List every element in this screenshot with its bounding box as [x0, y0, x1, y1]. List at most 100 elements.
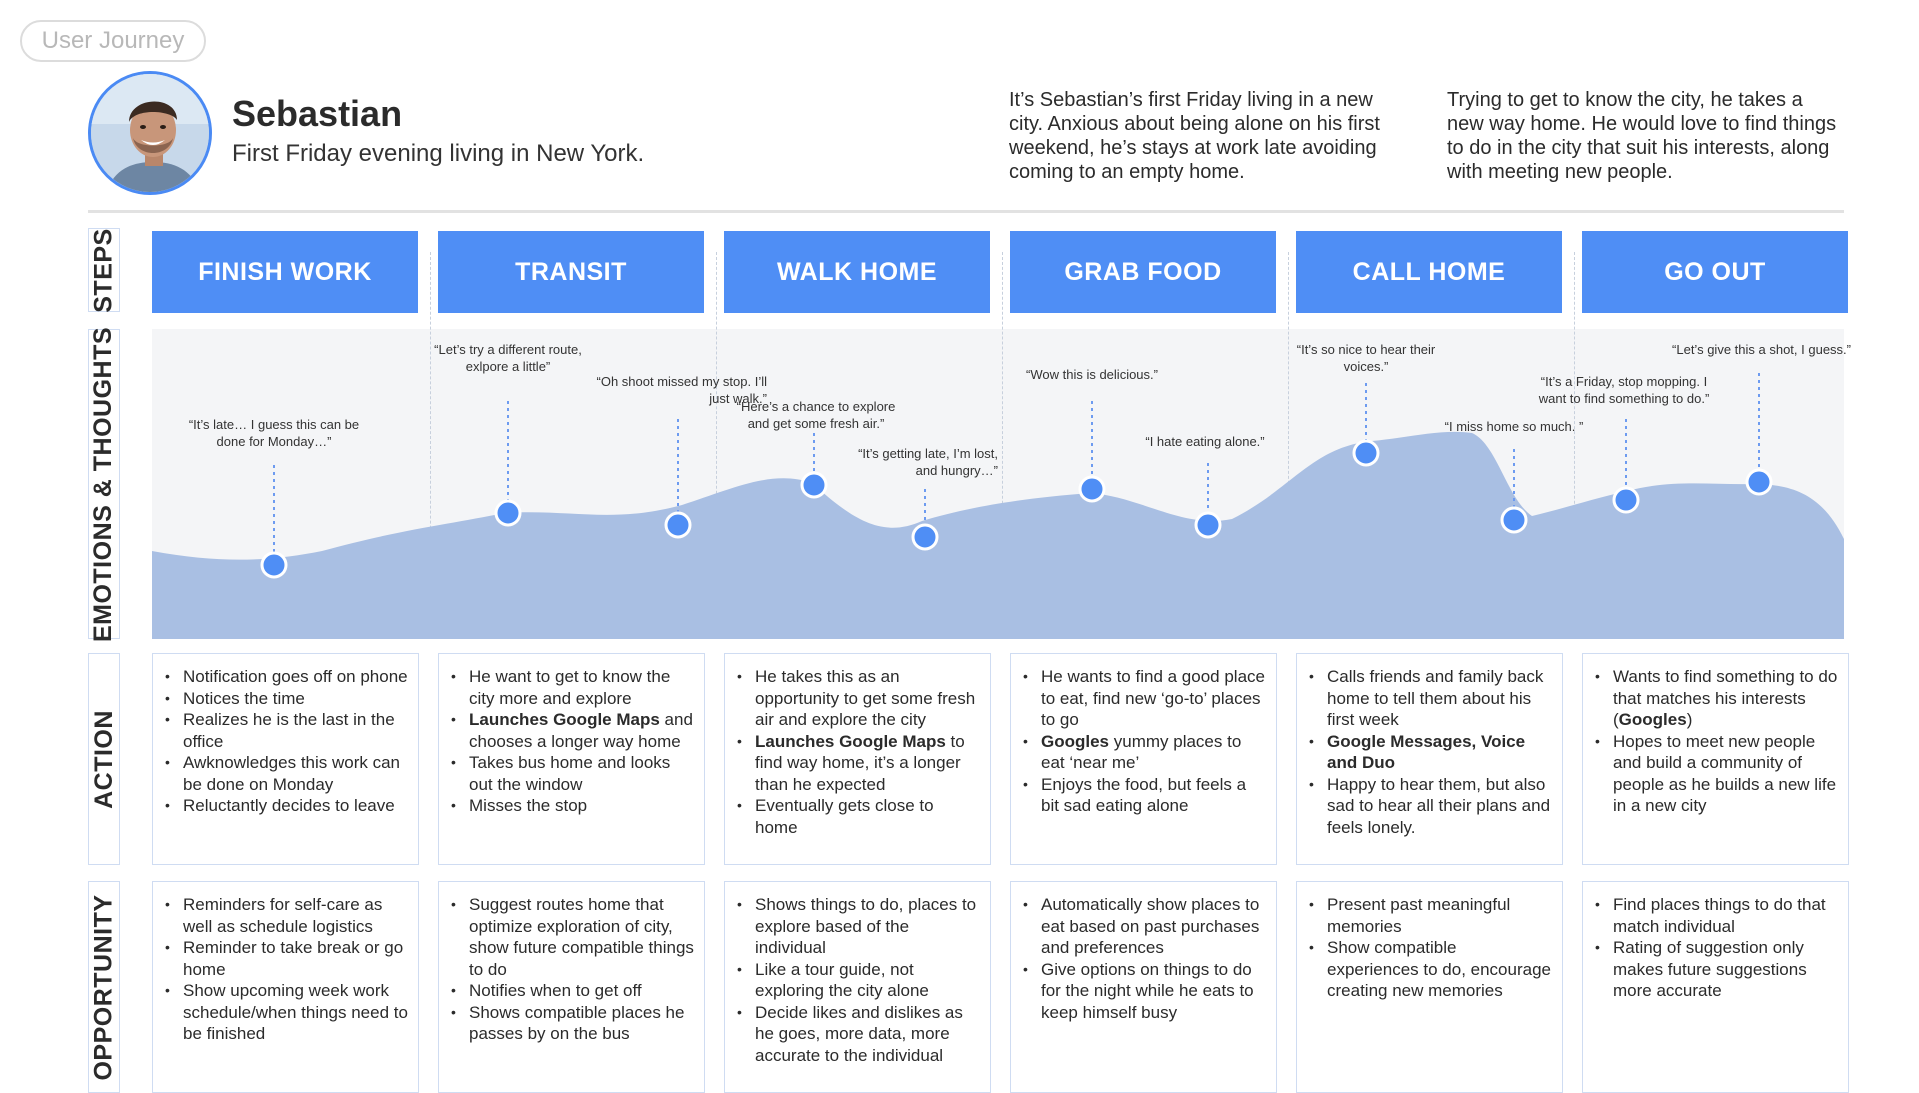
bullet-item: Notices the time: [165, 688, 408, 710]
action-card: He want to get to know the city more and…: [438, 653, 705, 865]
bullet-item: Launches Google Maps to find way home, i…: [737, 731, 980, 796]
row-label-action: ACTION: [88, 653, 120, 865]
quote-line: “It’s getting late, I’m lost,: [858, 446, 998, 461]
quote-line: “I miss home so much. ”: [1444, 419, 1584, 434]
thought-quote: “It’s so nice to hear their voices.”: [1297, 341, 1436, 375]
thought-quote: “I hate eating alone.”: [1145, 433, 1264, 450]
intro-line: Trying to get to know the city, he takes…: [1447, 89, 1803, 111]
bullet-item: Enjoys the food, but feels a bit sad eat…: [1023, 774, 1266, 817]
step-go-out: GO OUT: [1582, 231, 1848, 313]
column-separator: [1002, 252, 1003, 638]
opportunity-card: Suggest routes home that optimize explor…: [438, 881, 705, 1093]
action-card: Notification goes off on phoneNotices th…: [152, 653, 419, 865]
column-separator: [430, 252, 431, 638]
quote-line: “It’s a Friday, stop mopping. I: [1540, 374, 1708, 389]
bullet-item: Reminders for self-care as well as sched…: [165, 894, 408, 937]
opportunity-card: Reminders for self-care as well as sched…: [152, 881, 419, 1093]
intro-line: coming to an empty home.: [1009, 161, 1245, 183]
intro-goals: Trying to get to know the city, he takes…: [1447, 88, 1836, 184]
step-transit: TRANSIT: [438, 231, 704, 313]
quote-line: want to find something to do.”: [1538, 391, 1710, 406]
thought-quote: “It’s getting late, I’m lost, and hungry…: [858, 445, 998, 479]
quote-line: “Oh shoot missed my stop. I’ll: [596, 374, 768, 389]
column-separator: [716, 252, 717, 638]
quote-line: done for Monday…”: [216, 434, 332, 449]
bullet-item: Shows things to do, places to explore ba…: [737, 894, 980, 959]
persona-photo: [91, 74, 209, 192]
bullet-item: Rating of suggestion only makes future s…: [1595, 937, 1838, 1002]
bullet-item: Find places things to do that match indi…: [1595, 894, 1838, 937]
row-label-text: STEPS: [89, 227, 118, 313]
bullet-item: He wants to find a good place to eat, fi…: [1023, 666, 1266, 731]
intro-line: It’s Sebastian’s first Friday living in …: [1009, 89, 1373, 111]
step-finish-work: FINISH WORK: [152, 231, 418, 313]
quote-line: “Here’s a chance to explore: [736, 399, 896, 414]
quote-line: “It’s late… I guess this can be: [188, 417, 360, 432]
quote-line: and get some fresh air.”: [747, 416, 885, 431]
action-card: He takes this as an opportunity to get s…: [724, 653, 991, 865]
quote-line: “Let’s try a different route,: [434, 342, 582, 357]
intro-line: with meeting new people.: [1447, 161, 1673, 183]
header-divider: [88, 210, 1844, 213]
quote-line: “It’s so nice to hear their: [1296, 342, 1436, 357]
bullet-item: Like a tour guide, not exploring the cit…: [737, 959, 980, 1002]
thought-marker: [260, 465, 288, 579]
bullet-item: Shows compatible places he passes by on …: [451, 1002, 694, 1045]
quote-line: exlpore a little”: [465, 359, 551, 374]
opportunity-card: Present past meaningful memoriesShow com…: [1296, 881, 1563, 1093]
quote-line: and hungry…”: [915, 463, 998, 478]
bullet-item: Calls friends and family back home to te…: [1309, 666, 1552, 731]
step-call-home: CALL HOME: [1296, 231, 1562, 313]
bullet-item: Automatically show places to eat based o…: [1023, 894, 1266, 959]
intro-line: to do in the city that suit his interest…: [1447, 137, 1830, 159]
row-label-steps: STEPS: [88, 228, 120, 312]
bullet-item: Hopes to meet new people and build a com…: [1595, 731, 1838, 817]
bullet-item: Realizes he is the last in the office: [165, 709, 408, 752]
thought-marker: [1745, 373, 1773, 496]
thought-marker: [1352, 383, 1380, 467]
thought-marker: [1078, 401, 1106, 503]
persona-name: Sebastian: [232, 93, 403, 134]
bullet-item: Give options on things to do for the nig…: [1023, 959, 1266, 1024]
thought-quote: “It’s a Friday, stop mopping. I want to …: [1539, 373, 1710, 407]
intro-line: city. Anxious about being alone on his f…: [1009, 113, 1380, 135]
bullet-item: He want to get to know the city more and…: [451, 666, 694, 709]
intro-context: It’s Sebastian’s first Friday living in …: [1009, 88, 1380, 184]
step-grab-food: GRAB FOOD: [1010, 231, 1276, 313]
quote-line: “Let’s give this a shot, I guess.”: [1672, 342, 1851, 357]
bullet-item: Takes bus home and looks out the window: [451, 752, 694, 795]
bullet-item: Notifies when to get off: [451, 980, 694, 1002]
thought-quote: “Let’s give this a shot, I guess.”: [1672, 341, 1851, 358]
action-card: He wants to find a good place to eat, fi…: [1010, 653, 1277, 865]
bullet-item: Misses the stop: [451, 795, 694, 817]
bullet-item: Notification goes off on phone: [165, 666, 408, 688]
bullet-item: Google Messages, Voice and Duo: [1309, 731, 1552, 774]
avatar: [88, 71, 212, 195]
bullet-item: Show upcoming week work schedule/when th…: [165, 980, 408, 1045]
row-label-text: OPPORTUNITY: [89, 893, 118, 1081]
thought-marker: [1500, 449, 1528, 534]
quote-line: “I hate eating alone.”: [1145, 434, 1265, 449]
thought-quote: “Here’s a chance to explore and get some…: [737, 398, 896, 432]
row-label-opportunity: OPPORTUNITY: [88, 881, 120, 1093]
thought-marker: [1194, 463, 1222, 539]
opportunity-card: Shows things to do, places to explore ba…: [724, 881, 991, 1093]
thought-marker: [800, 433, 828, 499]
row-label-text: EMOTIONS & THOUGHTS: [89, 326, 118, 642]
thought-marker: [1612, 419, 1640, 514]
bullet-item: Present past meaningful memories: [1309, 894, 1552, 937]
thought-quote: “Oh shoot missed my stop. I’ll just walk…: [597, 373, 768, 407]
emotion-area: [152, 431, 1844, 639]
thought-marker: [494, 401, 522, 527]
bullet-item: Googles yummy places to eat ‘near me’: [1023, 731, 1266, 774]
opportunity-card: Automatically show places to eat based o…: [1010, 881, 1277, 1093]
bullet-item: Show compatible experiences to do, encou…: [1309, 937, 1552, 1002]
bullet-item: He takes this as an opportunity to get s…: [737, 666, 980, 731]
bullet-item: Decide likes and dislikes as he goes, mo…: [737, 1002, 980, 1067]
thought-quote: “Wow this is delicious.”: [1026, 366, 1158, 383]
quote-line: just walk.”: [709, 391, 767, 406]
bullet-item: Launches Google Maps and chooses a longe…: [451, 709, 694, 752]
bullet-item: Happy to hear them, but also sad to hear…: [1309, 774, 1552, 839]
opportunity-card: Find places things to do that match indi…: [1582, 881, 1849, 1093]
quote-line: “Wow this is delicious.”: [1026, 367, 1158, 382]
